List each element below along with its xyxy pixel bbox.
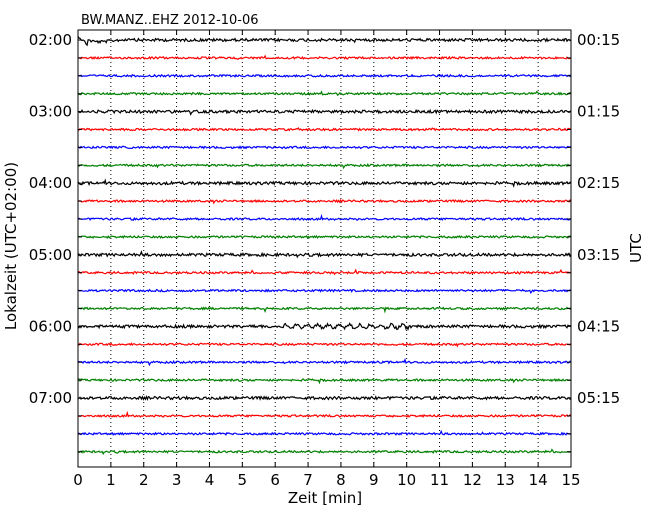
left-tick-labels: 02:00 03:00 04:00 05:00 06:00 07:00 [29,31,72,407]
trace-line [77,357,572,367]
trace-line [77,378,572,385]
x-tick-labels: 0 1 2 3 4 5 6 7 8 9 10 11 12 13 14 15 [73,471,580,489]
x-tick-label: 15 [561,471,580,489]
x-tick-label: 4 [205,471,215,489]
x-tick-label: 8 [336,471,346,489]
trace-line [77,145,571,150]
trace-line [77,213,572,222]
axis-ticks [77,30,572,467]
grid-lines [110,30,539,467]
trace-line [77,342,572,348]
trace-line [77,108,572,116]
trace-line [77,54,572,61]
trace-line [77,288,571,294]
trace-group [77,36,572,456]
trace-line [77,268,572,276]
trace-line [77,36,572,47]
trace-line [77,448,572,456]
trace-line [77,73,572,78]
x-tick-label: 13 [496,471,515,489]
right-tick-label: 02:15 [577,174,620,192]
trace-line [77,395,571,401]
left-tick-label: 07:00 [29,389,72,407]
x-tick-label: 11 [430,471,449,489]
plot-frame [77,29,572,468]
chart-title: BW.MANZ..EHZ 2012-10-06 [81,13,259,28]
trace-line [77,127,572,132]
trace-line [77,410,572,418]
right-tick-label: 04:15 [577,317,620,335]
x-tick-label: 6 [270,471,280,489]
x-axis-label: Zeit [min] [288,489,362,507]
left-tick-label: 06:00 [29,317,72,335]
trace-line [77,198,572,205]
x-tick-label: 10 [397,471,416,489]
trace-line [77,234,572,240]
x-tick-label: 14 [529,471,548,489]
y-axis-label-right: UTC [627,233,645,263]
x-tick-label: 2 [139,471,149,489]
right-tick-label: 05:15 [577,389,620,407]
right-tick-label: 03:15 [577,246,620,264]
trace-line [77,322,572,331]
right-tick-labels: 00:15 01:15 02:15 03:15 04:15 05:15 [577,31,620,407]
left-tick-label: 04:00 [29,174,72,192]
x-tick-label: 5 [238,471,248,489]
trace-line [77,162,572,170]
left-tick-label: 02:00 [29,31,72,49]
x-tick-label: 3 [172,471,182,489]
x-tick-label: 1 [106,471,116,489]
x-tick-label: 9 [369,471,379,489]
trace-line [77,90,572,97]
trace-line [77,306,572,314]
right-tick-label: 00:15 [577,31,620,49]
right-tick-label: 01:15 [577,103,620,121]
trace-line [77,429,572,436]
x-tick-label: 7 [303,471,313,489]
x-tick-label: 12 [463,471,482,489]
x-tick-label: 0 [73,471,83,489]
trace-line [77,178,572,188]
y-axis-label-left: Lokalzeit (UTC+02:00) [2,162,20,330]
left-tick-label: 05:00 [29,246,72,264]
left-tick-label: 03:00 [29,103,72,121]
trace-line [77,250,572,259]
